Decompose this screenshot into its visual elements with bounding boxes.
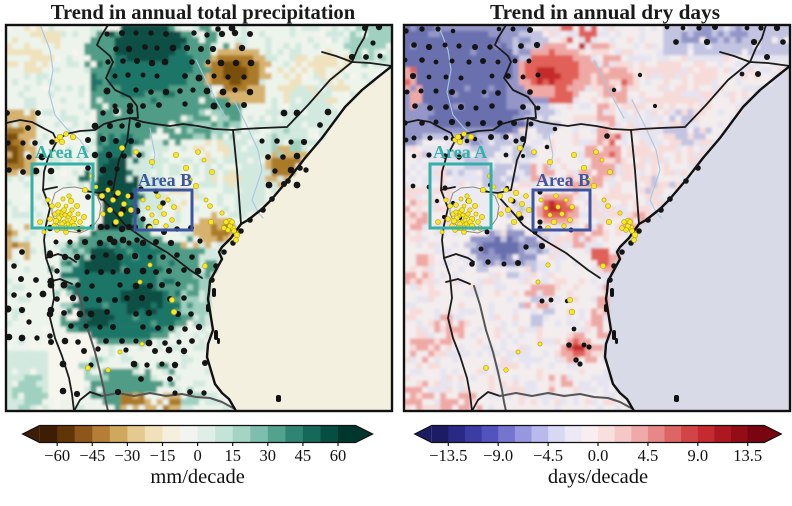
svg-text:−9.0: −9.0	[483, 446, 513, 465]
svg-text:−30: −30	[114, 446, 140, 465]
svg-text:days/decade: days/decade	[548, 466, 648, 488]
svg-text:9.0: 9.0	[687, 446, 708, 465]
svg-text:Trend in annual dry days: Trend in annual dry days	[490, 0, 720, 24]
svg-text:30: 30	[260, 446, 277, 465]
svg-text:45: 45	[295, 446, 312, 465]
svg-text:13.5: 13.5	[733, 446, 762, 465]
svg-text:mm/decade: mm/decade	[150, 466, 244, 488]
svg-text:0: 0	[193, 446, 201, 465]
svg-text:Area A: Area A	[35, 142, 89, 162]
svg-text:4.5: 4.5	[638, 446, 659, 465]
svg-text:−60: −60	[44, 446, 70, 465]
svg-text:−45: −45	[79, 446, 105, 465]
svg-text:0.0: 0.0	[588, 446, 609, 465]
svg-text:−4.5: −4.5	[533, 446, 563, 465]
svg-text:Area A: Area A	[433, 142, 487, 162]
svg-text:60: 60	[330, 446, 347, 465]
svg-text:−13.5: −13.5	[429, 446, 467, 465]
svg-text:Area B: Area B	[138, 170, 192, 190]
svg-text:Area B: Area B	[536, 170, 590, 190]
svg-text:−15: −15	[150, 446, 176, 465]
svg-text:Trend in annual total precipit: Trend in annual total precipitation	[51, 2, 356, 24]
svg-text:15: 15	[224, 446, 241, 465]
